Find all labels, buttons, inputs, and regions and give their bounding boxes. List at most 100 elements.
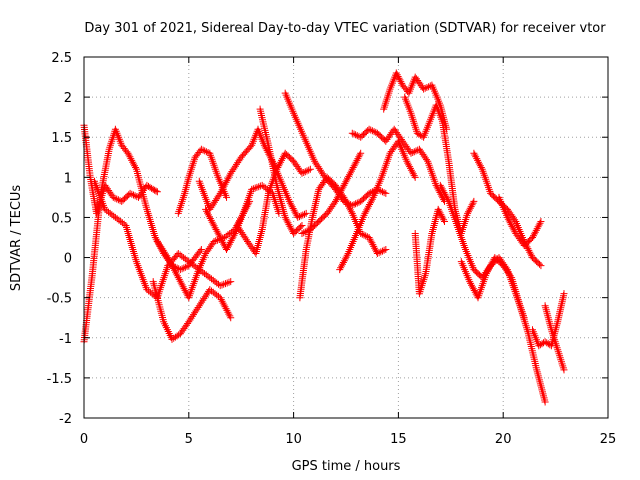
data-point-group <box>453 222 469 251</box>
axis-ticks: 0 5 10 15 20 25 -2 -1.5 -1 -0.5 0 0.5 1 1.5 2 2.5 <box>47 51 617 447</box>
data-point-group <box>185 272 200 302</box>
data-point-group <box>111 125 125 147</box>
data-point <box>227 278 235 286</box>
data-point-group <box>281 89 297 115</box>
series-arc-v <box>495 193 545 249</box>
data-point-group <box>153 238 171 260</box>
data-point-group <box>478 165 494 195</box>
data-point-group <box>340 193 355 216</box>
data-point-group <box>315 211 330 225</box>
data-point-group <box>181 175 192 197</box>
data-point-group <box>420 119 433 141</box>
data-point-group <box>227 155 244 177</box>
data-point-group <box>378 151 393 181</box>
data-point-group <box>191 147 204 161</box>
data-point-group <box>503 213 519 236</box>
data-point-group <box>256 105 272 147</box>
data-point <box>197 246 205 254</box>
data-point-group <box>258 192 272 233</box>
data-point-group <box>254 125 267 147</box>
data-point-group <box>415 272 429 298</box>
data-point-group <box>132 165 150 211</box>
data-point-group <box>365 234 380 256</box>
data-point-group <box>269 189 282 215</box>
data-point-group <box>290 157 305 176</box>
data-point <box>153 188 161 196</box>
series-arc-o <box>336 137 419 274</box>
data-point-group <box>311 157 328 180</box>
data-point-group <box>516 302 532 336</box>
data-point-group <box>332 183 347 205</box>
data-point <box>223 193 231 201</box>
series-arc-j <box>256 105 306 237</box>
data-point-group <box>401 93 414 115</box>
series-arc-f <box>174 145 231 217</box>
x-tick-label: 5 <box>185 432 193 447</box>
data-point <box>227 314 235 322</box>
data-point <box>357 149 365 157</box>
data-point-group <box>365 125 380 136</box>
data-point-group <box>520 235 535 249</box>
data-point-group <box>164 254 181 280</box>
data-point-group <box>508 274 523 308</box>
data-point-group <box>285 197 301 220</box>
data-point <box>382 246 390 254</box>
x-tick-label: 25 <box>600 432 617 447</box>
x-tick-label: 20 <box>495 432 512 447</box>
data-point-group <box>273 181 289 219</box>
data-point-group <box>233 222 250 244</box>
data-point-group <box>294 210 308 221</box>
data-point-group <box>223 231 238 253</box>
data-point-group <box>336 251 351 274</box>
data-point-group <box>428 81 443 107</box>
data-point <box>560 290 568 298</box>
x-tick-label: 0 <box>80 432 88 447</box>
data-point-group <box>407 146 422 157</box>
data-point-group <box>202 205 219 232</box>
data-point-group <box>357 191 372 205</box>
data-point-group <box>216 171 234 197</box>
data-point-group <box>149 185 160 195</box>
data-point-group <box>529 254 543 268</box>
data-point-group <box>143 205 159 239</box>
data-point-group <box>126 189 141 201</box>
data-point-group <box>533 366 549 404</box>
data-point-group <box>541 338 554 349</box>
data-point-group <box>353 211 368 237</box>
data-point-group <box>80 121 94 179</box>
data-point-group <box>541 302 555 332</box>
data-point-group <box>344 232 360 257</box>
series-arc-n <box>348 125 449 205</box>
data-point-group <box>80 272 96 346</box>
data-point <box>560 366 568 374</box>
data-point-group <box>369 175 385 201</box>
data-point-group <box>348 151 364 173</box>
data-point <box>382 189 390 197</box>
data-point-group <box>462 246 477 272</box>
data-point-group <box>168 331 183 343</box>
data-point-group <box>392 69 406 87</box>
data-point-group <box>264 141 280 187</box>
data-point <box>298 221 306 229</box>
data-point-group <box>445 157 459 211</box>
data-point-group <box>306 219 321 233</box>
data-point-group <box>298 166 313 177</box>
data-point-group <box>420 82 434 93</box>
data-point-group <box>380 87 393 113</box>
data-point-group <box>348 198 363 209</box>
data-point-group <box>491 254 506 268</box>
data-point <box>302 209 310 217</box>
data-point-group <box>340 167 355 189</box>
data-point-group <box>309 187 322 221</box>
data-point-group <box>434 205 448 224</box>
data-point <box>441 217 449 225</box>
data-point-group <box>160 318 175 341</box>
data-point-group <box>91 177 108 211</box>
data-point-group <box>122 222 140 264</box>
y-tick-label: 1 <box>64 171 72 186</box>
data-point-group <box>143 181 156 192</box>
series-arc-b <box>80 125 205 346</box>
data-point <box>537 262 545 270</box>
data-point-group <box>554 292 567 326</box>
data-point-group <box>216 294 234 320</box>
